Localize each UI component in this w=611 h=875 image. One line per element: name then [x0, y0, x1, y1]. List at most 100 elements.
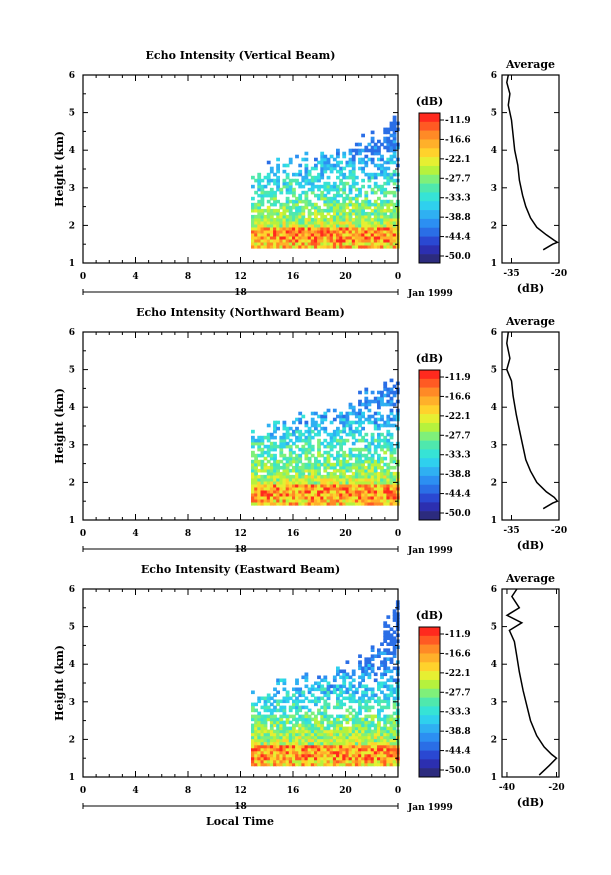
heatmap-cell	[279, 489, 284, 494]
heatmap-cell	[323, 220, 328, 225]
heatmap-cell	[354, 762, 359, 767]
heatmap-cell	[266, 193, 271, 198]
heatmap-cell	[351, 723, 356, 728]
heatmap-cell	[298, 750, 303, 755]
heatmap-cell	[373, 672, 378, 677]
colorbar-swatch	[419, 431, 440, 441]
heatmap-cell	[285, 208, 290, 213]
heatmap-cell	[332, 690, 337, 695]
heatmap-cell	[251, 714, 255, 719]
heatmap-cell	[279, 235, 284, 240]
heatmap-cell	[332, 750, 337, 755]
heatmap-cell	[317, 178, 321, 183]
heatmap-cell	[301, 450, 306, 455]
heatmap-cell	[257, 211, 262, 216]
heatmap-cell	[304, 498, 309, 503]
heatmap-cell	[266, 423, 271, 428]
heatmap-cell	[329, 474, 334, 479]
heatmap-cell	[317, 423, 321, 428]
heatmap-cell	[323, 181, 328, 186]
heatmap-cell	[383, 450, 388, 455]
heatmap-cell	[276, 750, 280, 755]
heatmap-cell	[342, 729, 347, 734]
heatmap-cell	[373, 423, 378, 428]
heatmap-cell	[361, 245, 365, 249]
heatmap-cell	[307, 208, 312, 213]
heatmap-cell	[260, 202, 265, 207]
heatmap-cell	[332, 211, 337, 216]
heatmap-cell	[389, 226, 394, 231]
heatmap-cell	[336, 747, 340, 752]
heatmap-cell	[263, 474, 268, 479]
heatmap-cell	[285, 720, 290, 725]
heatmap-cell	[298, 729, 303, 734]
heatmap-cell	[257, 187, 262, 192]
heatmap-cell	[386, 666, 391, 671]
heatmap-cell	[323, 193, 328, 198]
heatmap-cell	[358, 429, 362, 434]
heatmap-cell	[367, 211, 372, 216]
heatmap-cell	[348, 151, 353, 156]
heatmap-cell	[282, 220, 287, 225]
heatmap-cell	[345, 726, 350, 731]
heatmap-cell	[389, 633, 394, 637]
heatmap-cell	[285, 163, 290, 168]
heatmap-cell	[257, 217, 262, 222]
heatmap-cell	[263, 741, 268, 746]
heatmap-cell	[389, 720, 394, 725]
heatmap-cell	[282, 226, 287, 231]
heatmap-cell	[269, 214, 274, 219]
heatmap-cell	[370, 175, 375, 180]
heatmap-cell	[354, 459, 359, 464]
heatmap-cell	[361, 684, 365, 689]
heatmap-cell	[310, 166, 315, 171]
heatmap-cell	[282, 217, 287, 222]
heatmap-cell	[273, 453, 277, 458]
heatmap-cell	[301, 717, 306, 722]
heatmap-cell	[345, 720, 350, 725]
heatmap-cell	[282, 711, 287, 716]
heatmap-cell	[339, 738, 343, 743]
heatmap-cell	[389, 387, 394, 392]
heatmap-cell	[279, 720, 284, 725]
heatmap-cell	[317, 160, 321, 165]
heatmap-cell	[339, 435, 343, 440]
heatmap-cell	[314, 465, 318, 470]
heatmap-cell	[361, 471, 365, 476]
colorbar-swatch	[419, 148, 440, 158]
heatmap-cell	[288, 483, 293, 488]
heatmap-cell	[292, 217, 296, 222]
heatmap-cell	[326, 157, 331, 162]
heatmap-cell	[288, 160, 293, 165]
heatmap-cell	[373, 396, 378, 401]
heatmap-cell	[266, 435, 271, 440]
heatmap-cell	[377, 750, 381, 755]
heatmap-cell	[351, 502, 356, 506]
heatmap-cell	[269, 235, 274, 240]
heatmap-cell	[266, 750, 271, 755]
colorbar-swatch	[419, 449, 440, 459]
heatmap-cell	[282, 456, 287, 461]
heatmap-cell	[364, 669, 369, 674]
heatmap-cell	[339, 193, 343, 198]
heatmap-cell	[336, 498, 340, 503]
heatmap-cell	[301, 474, 306, 479]
heatmap-cell	[380, 459, 384, 464]
heatmap-cell	[298, 438, 303, 443]
heatmap-cell	[348, 717, 353, 722]
heatmap-cell	[386, 139, 391, 144]
panel-1: Echo Intensity (Vertical Beam)123456Heig…	[53, 49, 567, 299]
heatmap-cell	[389, 735, 394, 740]
heatmap-cell	[329, 738, 334, 743]
heatmap-cell	[339, 750, 343, 755]
heatmap-cell	[342, 672, 347, 677]
heatmap-cell	[317, 184, 321, 189]
heatmap-cell	[364, 217, 369, 222]
heatmap-cell	[342, 226, 347, 231]
heatmap-cell	[307, 495, 312, 500]
heatmap-cell	[373, 226, 378, 231]
heatmap-cell	[373, 486, 378, 491]
heatmap-cell	[380, 154, 384, 159]
heatmap-cell	[358, 450, 362, 455]
heatmap-cell	[257, 750, 262, 755]
